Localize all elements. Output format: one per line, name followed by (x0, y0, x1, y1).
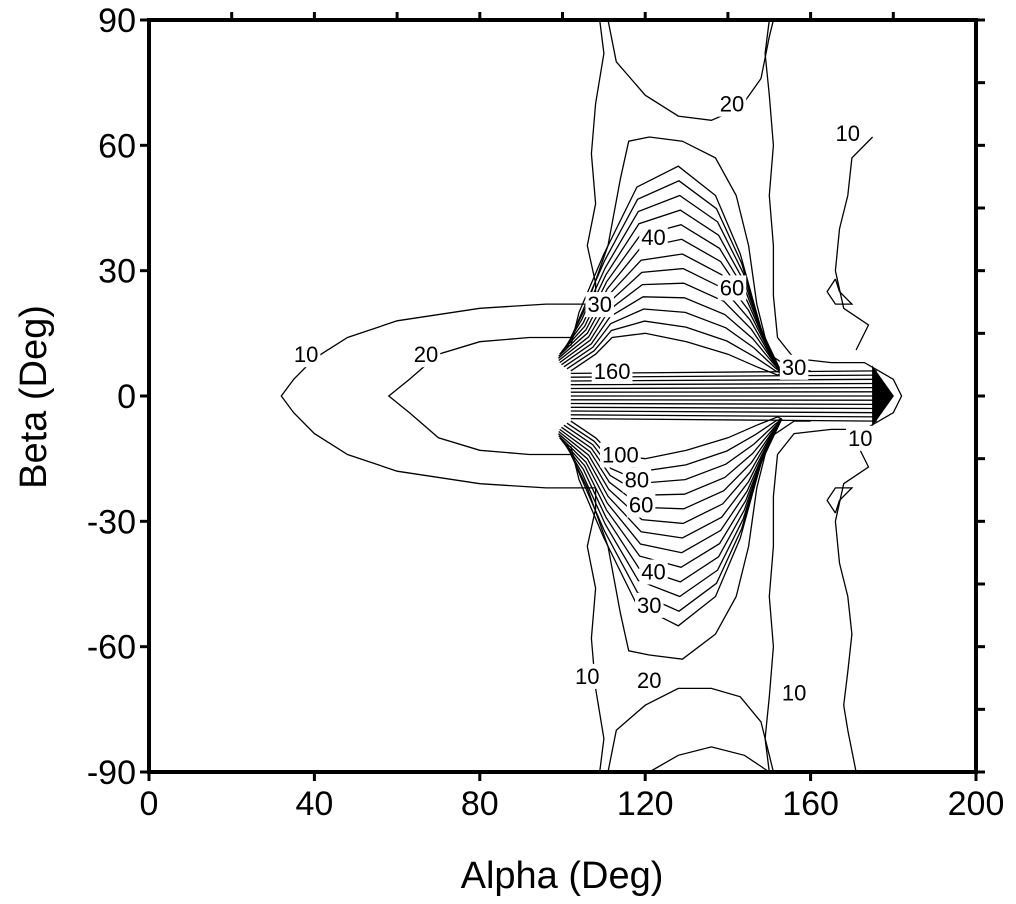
contour-fan-top (566, 320, 782, 374)
contour-label-background (635, 592, 664, 618)
y-tick-label: -90 (87, 754, 136, 792)
contour-label-background (626, 492, 656, 518)
arrow-band-line (570, 402, 877, 406)
x-tick-label: 0 (140, 785, 159, 823)
contour-label: 20 (720, 92, 744, 117)
contour-10-left (280, 303, 596, 489)
contour-label-background (635, 668, 664, 694)
contour-label-background (639, 559, 668, 585)
contour-10-island-bottom (826, 487, 854, 514)
y-tick-label: 60 (98, 127, 136, 165)
contour-label-background (639, 225, 668, 251)
contour-label-background (291, 342, 321, 368)
contour-label: 20 (637, 668, 661, 693)
x-tick-label: 200 (948, 785, 1005, 823)
contour-fan-bottom (563, 418, 783, 484)
contour-fan-bottom (559, 418, 783, 569)
arrow-band-line (570, 382, 877, 386)
contour-label-background (779, 680, 809, 706)
arrow-band-line (570, 386, 877, 390)
axis-ticks (140, 12, 985, 781)
x-tick-label: 40 (295, 785, 333, 823)
contour-label: 10 (848, 426, 872, 451)
contour-20-bottom-cap (607, 687, 775, 773)
x-tick-label: 120 (617, 785, 674, 823)
contour-fan-top (561, 296, 783, 374)
contour-10-island-top (826, 278, 854, 305)
contour-label: 10 (836, 121, 860, 146)
y-axis-title: Beta (Deg) (13, 305, 55, 489)
contour-label-background (411, 342, 441, 368)
x-tick-labels: 0 40 80 120 160 200 (140, 785, 1005, 823)
contour-fan-bottom (560, 418, 783, 583)
contour-label-background (845, 425, 875, 451)
contour-fan-bottom (558, 418, 783, 525)
contour-label: 20 (414, 342, 438, 367)
contour-label-background (717, 91, 747, 117)
contour-fan-bottom (558, 418, 783, 554)
y-tick-label: 90 (98, 2, 136, 40)
x-tick-label: 80 (461, 785, 499, 823)
contour-label: 30 (587, 292, 611, 317)
contour-label-background (622, 467, 652, 493)
contour-label: 60 (720, 275, 744, 300)
y-tick-label: 0 (117, 378, 136, 416)
arrow-band-line (570, 406, 877, 410)
contour-label: 10 (575, 664, 599, 689)
contour-fan-bottom (557, 418, 783, 539)
contour-label: 10 (782, 681, 806, 706)
contour-label-background (600, 442, 641, 468)
arrow-band-line (570, 414, 877, 418)
contour-label: 30 (637, 593, 661, 618)
contour-20-top-cap (607, 19, 775, 121)
contour-fan-top (558, 267, 783, 374)
x-axis-title: Alpha (Deg) (461, 855, 664, 897)
contour-label-background (591, 358, 633, 384)
contour-label: 40 (641, 560, 665, 585)
contour-label: 60 (629, 493, 653, 518)
contour-label: 100 (602, 443, 639, 468)
contour-10-right-top (834, 136, 874, 351)
contour-label-background (779, 354, 809, 380)
contour-label-background (573, 663, 602, 689)
arrow-band-line (570, 417, 877, 422)
y-tick-label: 30 (98, 253, 136, 291)
arrow-band-line (570, 410, 877, 414)
contour-fan-top (559, 282, 783, 374)
contour-label: 10 (294, 342, 318, 367)
contour-label-background (585, 292, 614, 318)
y-tick-labels: 90 60 30 0 -30 -60 -90 (87, 2, 136, 792)
y-tick-label: -30 (87, 503, 136, 541)
contour-label: 40 (641, 225, 665, 250)
contour-fan-top (557, 253, 783, 374)
contour-label-background (717, 275, 747, 301)
arrow-tip (872, 365, 894, 427)
contour-label: 30 (782, 355, 806, 380)
contour-20-left (387, 336, 571, 456)
contour-10-band-right (764, 19, 903, 773)
contour-fan-bottom (566, 418, 782, 472)
contour-label: 80 (625, 468, 649, 493)
y-tick-label: -60 (87, 629, 136, 667)
contour-fan-bottom (559, 418, 783, 510)
contour-bottom-arc (648, 746, 770, 773)
x-tick-label: 160 (782, 785, 839, 823)
contour-fan-top (563, 308, 783, 374)
contour-label-background (833, 120, 863, 146)
contour-10-right-bottom (834, 441, 870, 773)
contour-fan-bottom (561, 418, 783, 496)
contour-label: 160 (594, 359, 631, 384)
